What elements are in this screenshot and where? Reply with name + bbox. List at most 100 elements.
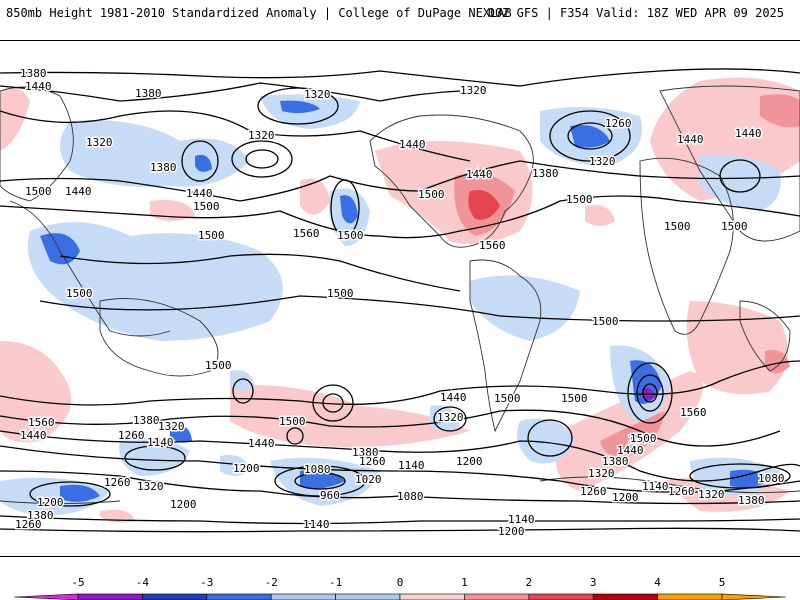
colorbar-tick-label: 1	[461, 576, 468, 589]
colorbar-segment	[592, 593, 658, 600]
contour-label: 1320	[248, 129, 275, 142]
contour-label: 1320	[304, 88, 331, 101]
contour-label: 1560	[28, 416, 55, 429]
contour-label: 1440	[186, 187, 213, 200]
contour-label: 1500	[664, 220, 691, 233]
colorbar-tick-label: 2	[525, 576, 532, 589]
contour-label: 1440	[466, 168, 493, 181]
contour-label: 1200	[233, 462, 260, 475]
contour-label: 1020	[355, 473, 382, 486]
colorbar-tick-label: -1	[329, 576, 342, 589]
colorbar-segment	[142, 593, 208, 600]
colorbar-segment	[399, 593, 465, 600]
contour-label: 1440	[735, 127, 762, 140]
contour-label: 1320	[86, 136, 113, 149]
contour-label: 1320	[588, 467, 615, 480]
colorbar-tick-label: -2	[265, 576, 278, 589]
contour-label: 1260	[15, 518, 42, 531]
contour-label: 1380	[135, 87, 162, 100]
contour-label: 1500	[561, 392, 588, 405]
contour-label: 1500	[337, 229, 364, 242]
max-positive-anomaly	[468, 190, 500, 220]
contour-label: 1500	[327, 287, 354, 300]
colorbar-right-arrow	[721, 593, 787, 600]
colorbar-tick-label: 5	[719, 576, 726, 589]
contour-label: 1260	[359, 455, 386, 468]
colorbar-segment	[657, 593, 723, 600]
contour-label: 1200	[498, 525, 525, 538]
contour-label: 1260	[104, 476, 131, 489]
colorbar-tick-label: -5	[71, 576, 84, 589]
contour-label: 1500	[418, 188, 445, 201]
model-run-info: 00Z GFS | F354 Valid: 18Z WED APR 09 202…	[487, 6, 784, 20]
contour-label: 1440	[677, 133, 704, 146]
contour-labels: 1380 1440 1380 1320 1320 1380 1320 1440 …	[14, 66, 787, 540]
contour-label: 960	[320, 489, 340, 502]
contour-label: 1320	[698, 488, 725, 501]
height-contours	[0, 68, 800, 533]
contour-label: 1140	[642, 480, 669, 493]
contour-label: 1500	[66, 287, 93, 300]
colorbar-left-arrow	[13, 593, 79, 600]
contour-label: 1140	[303, 518, 330, 531]
contour-label: 1380	[602, 455, 629, 468]
contour-label: 1320	[437, 411, 464, 424]
contour-label: 1500	[628, 433, 655, 446]
contour-label: 1380	[738, 494, 765, 507]
contour-label: 1260	[118, 429, 145, 442]
contour-label: 1440	[399, 138, 426, 151]
colorbar-segment	[270, 593, 336, 600]
contour-label: 1440	[617, 444, 644, 457]
contour-label: 1320	[158, 420, 185, 433]
colorbar-tick-label: -4	[136, 576, 150, 589]
contour-label: 1440	[25, 80, 52, 93]
contour-label: 1200	[612, 491, 639, 504]
colorbar-tick-label: -3	[200, 576, 213, 589]
contour-label: 1440	[65, 185, 92, 198]
contour-label: 1500	[630, 432, 657, 445]
contour-label: 1320	[460, 84, 487, 97]
contour-label: 1500	[592, 315, 619, 328]
contour-label: 1560	[479, 239, 506, 252]
contour-label: 1380	[20, 67, 47, 80]
contour-label: 1200	[170, 498, 197, 511]
colorbar-tick-label: 4	[654, 576, 661, 589]
moderate-negative-anomaly	[40, 100, 770, 502]
contour-label: 1080	[397, 490, 424, 503]
contour-label: 1320	[137, 480, 164, 493]
contour-label: 1380	[133, 414, 160, 427]
contour-label: 1080	[758, 472, 785, 485]
contour-label: 1500	[25, 185, 52, 198]
contour-label: 1560	[680, 406, 707, 419]
contour-label: 1440	[440, 391, 467, 404]
map-title: 850mb Height 1981-2010 Standardized Anom…	[6, 6, 512, 20]
anomaly-colorbar: -5 -4 -3 -2 -1 0 1 2 3 4 5	[0, 570, 800, 600]
contour-label: 1380	[150, 161, 177, 174]
contour-label: 1260	[580, 485, 607, 498]
anomaly-map: 1380 1440 1380 1320 1320 1380 1320 1440 …	[0, 40, 800, 557]
contour-label: 1380	[352, 446, 379, 459]
contour-label: 1080	[304, 463, 331, 476]
contour-label: 1500	[198, 229, 225, 242]
contour-label: 1500	[193, 200, 220, 213]
contour-label: 1500	[721, 220, 748, 233]
colorbar-segment	[464, 593, 530, 600]
contour-label: 1500	[205, 359, 232, 372]
contour-label: 1560	[293, 227, 320, 240]
contour-label: 1440	[248, 437, 275, 450]
contour-label: 1500	[494, 392, 521, 405]
contour-label: 1440	[20, 429, 47, 442]
contour-label: 1260	[605, 117, 632, 130]
colorbar-tick-label: 3	[590, 576, 597, 589]
contour-label: 1380	[532, 167, 559, 180]
contour-label: 1140	[147, 436, 174, 449]
contour-label: 1260	[668, 485, 695, 498]
map-canvas: 1380 1440 1380 1320 1320 1380 1320 1440 …	[0, 66, 800, 540]
contour-label: 1200	[456, 455, 483, 468]
contour-label: 1140	[508, 513, 535, 526]
contour-label: 1200	[37, 496, 64, 509]
colorbar-segment	[528, 593, 594, 600]
contour-label: 1320	[589, 155, 616, 168]
colorbar-canvas: -5 -4 -3 -2 -1 0 1 2 3 4 5	[13, 576, 787, 600]
colorbar-segment	[206, 593, 272, 600]
